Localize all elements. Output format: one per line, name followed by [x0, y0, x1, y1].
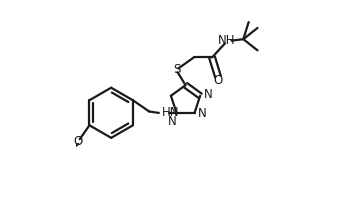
Text: HN: HN — [162, 106, 179, 119]
Text: N: N — [204, 88, 212, 101]
Text: N: N — [198, 107, 207, 120]
Text: NH: NH — [218, 34, 235, 47]
Text: S: S — [173, 63, 180, 76]
Text: N: N — [168, 115, 177, 128]
Text: O: O — [74, 135, 83, 148]
Text: O: O — [214, 74, 223, 87]
